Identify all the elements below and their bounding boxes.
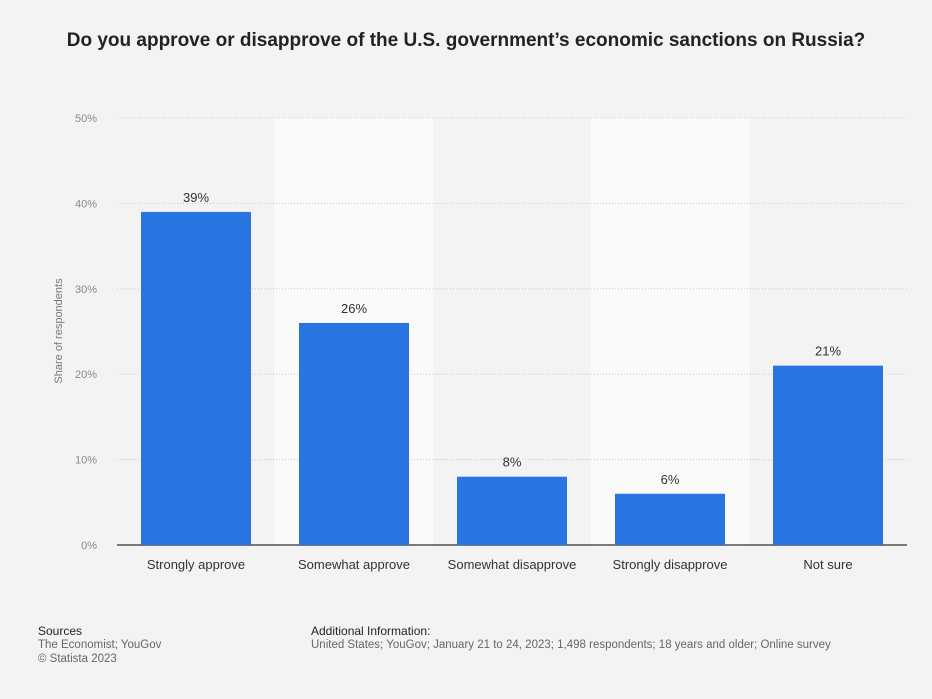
band-3 [591,118,749,545]
additional-info-heading: Additional Information: [311,624,431,638]
x-tick-label: Strongly approve [147,557,245,572]
additional-info-block: Additional Information: United States; Y… [311,624,831,652]
x-tick-label: Strongly disapprove [613,557,728,572]
sources-text: The Economist; YouGov [38,639,162,651]
value-label: 26% [341,301,367,316]
x-tick-label: Somewhat disapprove [448,557,577,572]
y-tick-label: 20% [75,369,97,381]
bar-strongly-approve [141,211,251,545]
x-tick-label: Somewhat approve [298,557,410,572]
value-label: 39% [183,190,209,205]
bar-strongly-disapprove [615,493,725,545]
value-label: 8% [503,455,522,470]
sources-block: Sources The Economist; YouGov © Statista… [38,624,161,666]
y-tick-label: 10% [75,455,97,467]
copyright-text: © Statista 2023 [38,653,117,665]
y-tick-label: 40% [75,198,97,210]
y-axis-label: Share of respondents [53,278,65,384]
x-tick-label: Not sure [803,557,852,572]
bar-not-sure [773,365,883,545]
chart-title: Do you approve or disapprove of the U.S.… [66,30,866,51]
sources-heading: Sources [38,624,83,638]
y-tick-labels: 0% 10% 20% 30% 40% 50% [75,113,97,552]
additional-info-text: United States; YouGov; January 21 to 24,… [311,639,831,651]
bars [141,211,883,545]
value-label: 6% [661,472,680,487]
y-tick-label: 30% [75,284,97,296]
value-labels: 39% 26% 8% 6% 21% [183,190,841,487]
y-tick-label: 0% [81,540,97,552]
value-label: 21% [815,344,841,359]
y-tick-label: 50% [75,113,97,125]
x-tick-labels: Strongly approve Somewhat approve Somewhat… [147,557,853,572]
bar-somewhat-disapprove [457,476,567,545]
bar-somewhat-approve [299,322,409,545]
bar-chart: 0% 10% 20% 30% 40% 50% 39% 26% 8% 6% 21% Strongly… [53,113,907,572]
